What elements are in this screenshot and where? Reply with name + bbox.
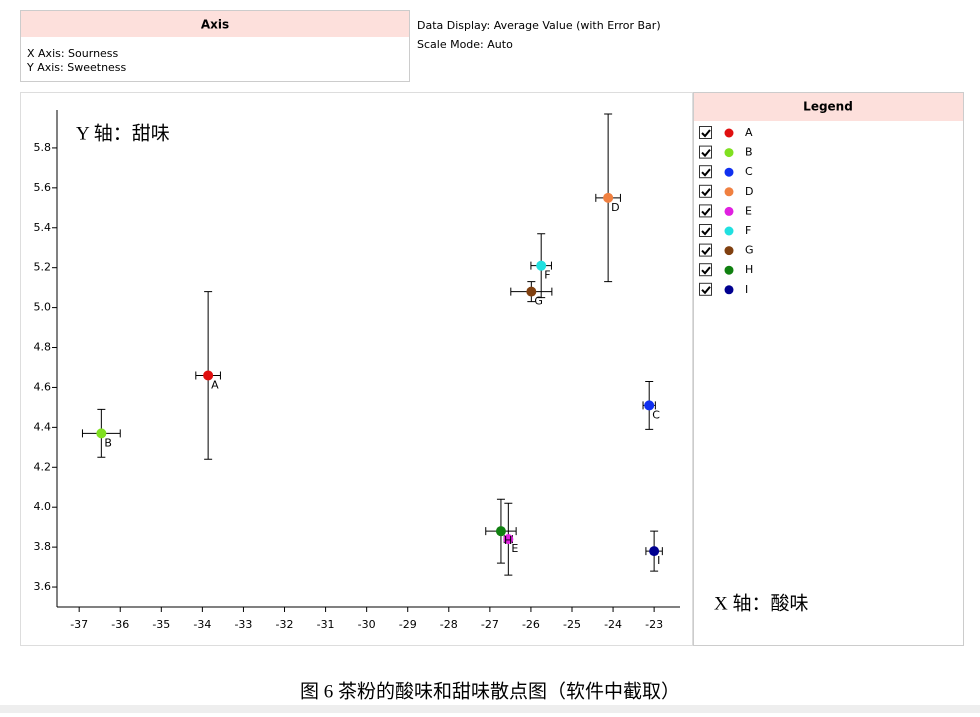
legend-checkbox <box>699 224 712 237</box>
legend-check <box>701 266 711 275</box>
point-label: G <box>534 295 543 308</box>
legend-swatch <box>724 148 734 158</box>
legend-swatch <box>724 285 734 295</box>
legend-check <box>701 227 711 236</box>
legend-label: D <box>745 185 753 198</box>
axis-line: Y Axis: Sweetness <box>26 61 127 74</box>
y-tick-label: 3.6 <box>34 580 52 593</box>
legend-label: B <box>745 146 753 159</box>
legend-check <box>701 129 711 138</box>
legend-swatch <box>724 187 734 197</box>
y-tick-label: 5.6 <box>34 181 52 194</box>
legend-checkbox <box>699 126 712 139</box>
y-tick-label: 5.2 <box>34 261 52 274</box>
caption: 图 6 茶粉的酸味和甜味散点图（软件中截取） <box>300 680 680 702</box>
legend-check <box>701 246 711 256</box>
point-label: C <box>652 408 660 421</box>
y-tick-label: 5.4 <box>34 221 52 234</box>
chart-panel <box>20 92 693 646</box>
point <box>503 534 514 545</box>
point <box>649 546 660 557</box>
x-tick-label: -28 <box>440 618 458 631</box>
x-annotation: X 轴：酸味 <box>714 592 808 614</box>
legend-check <box>701 148 711 158</box>
x-tick-label: -23 <box>645 618 663 631</box>
y-tick-label: 4.2 <box>34 460 52 473</box>
x-tick-label: -25 <box>563 618 581 631</box>
point-label: A <box>211 378 219 391</box>
legend-check <box>701 168 711 177</box>
y-annotation: Y 轴：甜味 <box>76 122 170 144</box>
x-tick-label: -33 <box>234 618 252 631</box>
point-label: B <box>104 436 112 449</box>
point <box>526 286 537 297</box>
display-info: Data Display: Average Value (with Error … <box>417 19 661 32</box>
y-tick-label: 4.4 <box>34 420 52 433</box>
x-tick-label: -27 <box>481 618 499 631</box>
legend-label: F <box>745 224 751 237</box>
legend-swatch <box>724 167 734 177</box>
legend-checkbox <box>699 165 712 179</box>
y-tick-label: 3.8 <box>34 540 52 553</box>
legend-checkbox <box>699 145 712 159</box>
legend-swatch <box>724 206 734 216</box>
bottom-strip <box>0 705 980 713</box>
legend-check <box>701 188 711 197</box>
x-tick-label: -31 <box>317 618 335 631</box>
point-label: D <box>611 201 619 214</box>
legend-checkbox <box>699 184 712 198</box>
legend-swatch <box>724 128 734 138</box>
axis-line: X Axis: Sourness <box>27 47 119 60</box>
point-label: E <box>511 542 518 555</box>
point <box>203 370 214 381</box>
legend-checkbox <box>699 263 712 277</box>
point-label: H <box>504 534 512 547</box>
x-tick-label: -30 <box>358 618 376 631</box>
legend-label: H <box>745 263 753 276</box>
legend-swatch <box>724 265 734 275</box>
legend-swatch <box>724 226 734 236</box>
x-tick-label: -35 <box>152 618 170 631</box>
legend-swatch <box>724 246 734 256</box>
x-tick-label: -37 <box>70 618 88 631</box>
point <box>96 428 107 439</box>
legend-title: Legend <box>803 100 853 114</box>
x-tick-label: -26 <box>522 618 540 631</box>
legend-checkbox <box>699 204 712 218</box>
legend-checkbox <box>699 282 712 296</box>
axis-header <box>21 11 409 37</box>
point <box>495 526 506 537</box>
legend-label: G <box>745 244 754 257</box>
legend-label: E <box>745 204 752 217</box>
legend-check <box>701 207 711 216</box>
point <box>536 260 547 271</box>
legend-label: A <box>745 126 753 139</box>
legend-label: C <box>745 165 753 178</box>
display-info: Scale Mode: Auto <box>417 38 513 51</box>
axis-title: Axis <box>201 18 229 32</box>
point-label: I <box>657 554 660 567</box>
y-tick-label: 4.6 <box>34 380 52 393</box>
x-tick-label: -36 <box>111 618 129 631</box>
y-tick-label: 5.8 <box>34 141 52 154</box>
point <box>644 400 655 411</box>
legend-panel <box>693 92 964 646</box>
legend-label: I <box>745 283 748 296</box>
x-tick-label: -29 <box>399 618 417 631</box>
legend-header <box>694 93 963 121</box>
point <box>603 192 614 203</box>
x-tick-label: -32 <box>276 618 294 631</box>
legend-check <box>701 286 711 295</box>
x-tick-label: -24 <box>604 618 622 631</box>
y-tick-label: 4.8 <box>34 341 52 354</box>
y-tick-label: 5.0 <box>34 301 52 314</box>
point-label: F <box>544 269 550 282</box>
legend-checkbox <box>699 243 712 257</box>
x-tick-label: -34 <box>193 618 211 631</box>
y-tick-label: 4.0 <box>34 500 52 513</box>
